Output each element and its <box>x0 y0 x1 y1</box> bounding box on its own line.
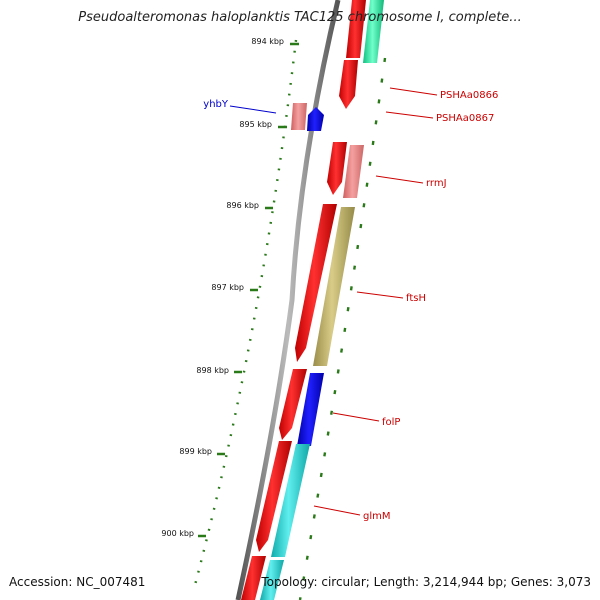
gene-block-folP-red <box>279 369 307 440</box>
map-title: Pseudoalteromonas haloplanktis TAC125 ch… <box>78 10 522 25</box>
gene-features <box>241 0 384 600</box>
gene-block-bottom-cyan <box>260 560 284 600</box>
tick-labels: 894 kbp 895 kbp 896 kbp 897 kbp 898 kbp … <box>161 37 284 538</box>
gene-label-PSHAa0866[interactable]: PSHAa0866 <box>440 90 498 101</box>
gene-block-PSHAa0866 <box>339 60 358 109</box>
gene-block-glmM-red <box>256 441 292 552</box>
gene-block-yhbY <box>307 107 324 131</box>
accession-text: Accession: NC_007481 <box>9 575 146 589</box>
gene-block-ftsH <box>295 204 337 362</box>
gene-block-folP-blue <box>297 373 324 446</box>
tick-label: 899 kbp <box>179 447 212 456</box>
minor-tick-dots <box>298 57 387 600</box>
gene-block-top-mint <box>363 0 384 63</box>
tick-label: 896 kbp <box>226 201 259 210</box>
gene-block-bottom-red <box>241 556 266 600</box>
gene-label-folP[interactable]: folP <box>382 417 400 428</box>
tick-label: 897 kbp <box>211 283 244 292</box>
gene-label-yhbY[interactable]: yhbY <box>203 99 229 110</box>
major-ticks <box>198 42 299 538</box>
gene-label-rrmJ[interactable]: rrmJ <box>426 178 447 189</box>
gene-block-yhbY-pink <box>291 103 307 130</box>
gene-label-glmM[interactable]: glmM <box>363 511 391 522</box>
gene-label-PSHAa0867[interactable]: PSHAa0867 <box>436 113 494 124</box>
gene-labels: yhbY PSHAa0866 PSHAa0867 rrmJ ftsH folP … <box>203 90 498 522</box>
gene-block-rrmJ-red <box>327 142 347 195</box>
gene-block-glmM-cyan <box>271 444 310 557</box>
gene-block-top-red <box>346 0 366 58</box>
gene-block-ftsH-olive <box>313 207 355 366</box>
tick-label: 894 kbp <box>251 37 284 46</box>
label-leaders <box>229 87 438 516</box>
chromosome-backbone <box>235 0 341 600</box>
gene-block-rrmJ-pink <box>343 145 364 198</box>
tick-label: 898 kbp <box>196 366 229 375</box>
tick-label: 895 kbp <box>239 120 272 129</box>
genome-summary-text: Topology: circular; Length: 3,214,944 bp… <box>261 575 591 589</box>
gene-label-ftsH[interactable]: ftsH <box>406 293 426 304</box>
tick-label: 900 kbp <box>161 529 194 538</box>
